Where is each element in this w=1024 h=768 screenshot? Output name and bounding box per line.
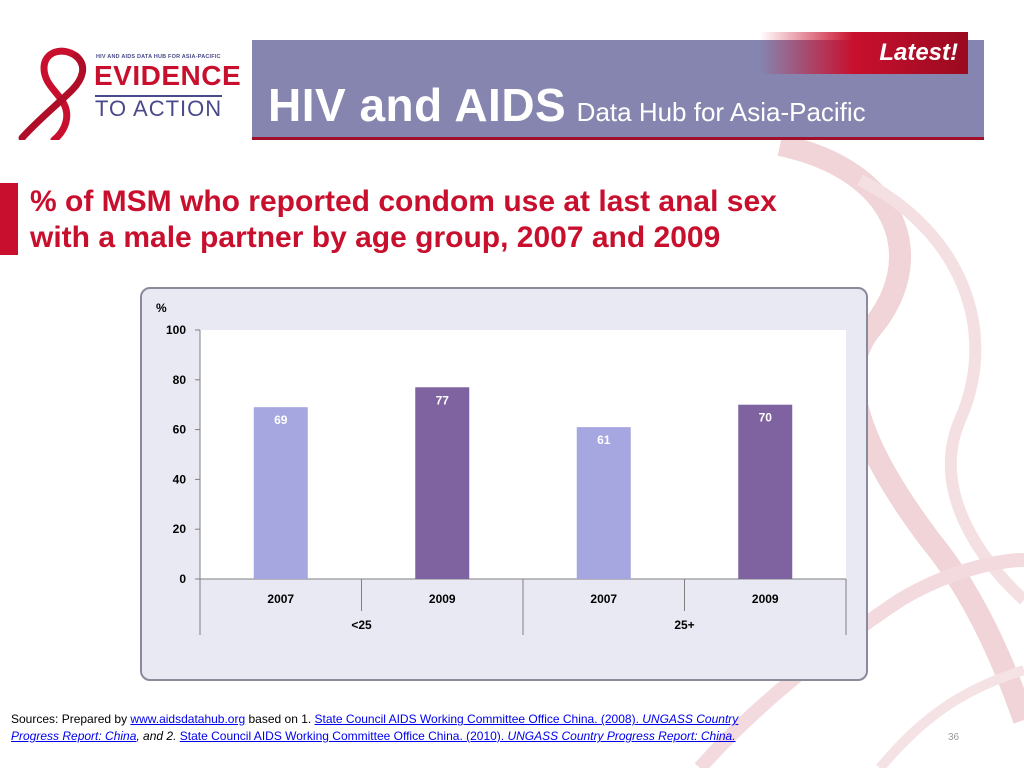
sources-based-on: based on 1. [245,712,315,726]
y-tick-label: 60 [173,423,187,437]
red-ribbon-icon [18,47,87,140]
logo-evidence-text: EVIDENCE [94,60,242,91]
x-group-label: <25 [351,618,372,632]
bar-chart: % 0 20 40 60 80 100 69 2007 77 2009 61 2007 70 2009 <25… [156,301,847,635]
y-tick-label: 20 [173,522,187,536]
bar-value-label: 77 [436,393,450,407]
aidsdatahub-link[interactable]: www.aidsdatahub.org [130,712,246,726]
sources-note: Sources: Prepared by www.aidsdatahub.org… [11,711,911,745]
bar [576,427,631,579]
header-title-main: HIV and AIDS [268,79,567,131]
y-tick-label: 100 [166,323,186,337]
reference-2-link[interactable]: State Council AIDS Working Committee Off… [180,729,736,743]
slide-title-line2: with a male partner by age group, 2007 a… [30,221,721,254]
reference-1-title-a: UNGASS Country [642,712,739,726]
latest-badge: Latest! [760,32,968,74]
y-axis-label: % [156,301,167,315]
x-category-label: 2007 [267,592,294,606]
chart-panel: % 0 20 40 60 80 100 69 2007 77 2009 61 2007 70 2009 <25… [140,287,868,681]
logo-small-text: HIV AND AIDS DATA HUB FOR ASIA-PACIFIC [96,54,221,60]
latest-label: Latest! [879,39,958,66]
bar-value-label: 70 [759,411,773,425]
title-accent-bar [0,183,18,255]
reference-1-link[interactable]: State Council AIDS Working Committee Off… [315,712,739,726]
sources-prefix: Sources: Prepared by [11,712,131,726]
bar [738,404,793,579]
x-category-label: 2009 [429,592,456,606]
y-tick-label: 0 [179,572,186,586]
x-category-label: 2007 [590,592,617,606]
sources-and-2: , and 2. [136,729,180,743]
header-title-sub: Data Hub for Asia-Pacific [576,97,866,127]
reference-1-author: State Council AIDS Working Committee Off… [314,712,643,726]
x-category-label: 2009 [752,592,779,606]
header-title: HIV and AIDS Data Hub for Asia-Pacific [268,78,866,132]
page-number: 36 [948,732,960,743]
reference-2-author: State Council AIDS Working Committee Off… [179,729,508,743]
bar [253,407,308,579]
y-tick-label: 80 [173,373,187,387]
slide-title: % of MSM who reported condom use at last… [30,184,910,256]
bar-value-label: 61 [597,433,611,447]
slide-title-line1: % of MSM who reported condom use at last… [30,185,777,218]
logo [0,40,252,140]
x-group-label: 25+ [674,618,694,632]
reference-2-title: UNGASS Country Progress Report: China. [507,729,736,743]
reference-1-title-link[interactable]: Progress Report: China [11,729,137,743]
y-tick-label: 40 [173,472,187,486]
bar-value-label: 69 [274,413,288,427]
logo-action-text: TO ACTION [95,95,223,121]
bar [415,387,470,579]
